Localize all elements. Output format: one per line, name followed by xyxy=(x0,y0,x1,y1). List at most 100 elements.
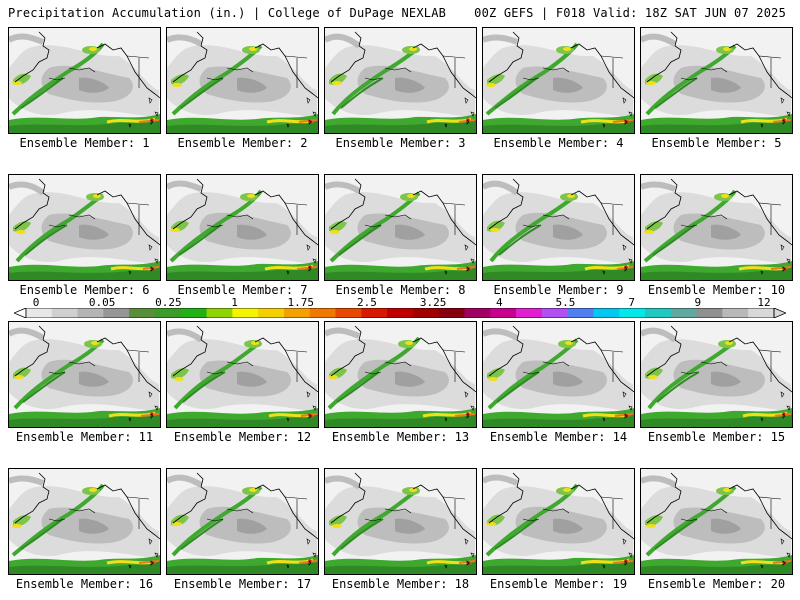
precip-map-frame xyxy=(8,27,161,134)
colorbar-swatch xyxy=(361,308,388,318)
precip-map xyxy=(325,469,476,574)
precip-map xyxy=(9,28,160,133)
precip-map-frame xyxy=(640,468,793,575)
colorbar-labels: 0 0.05 0.25 1 1.75 2.5 3.25 4 5.5 7 9 12 xyxy=(0,296,800,309)
precip-map xyxy=(9,469,160,574)
precip-map-frame xyxy=(8,468,161,575)
ensemble-member-caption: Ensemble Member: 2 xyxy=(177,136,308,150)
precip-map xyxy=(483,469,634,574)
precip-map-frame xyxy=(166,174,319,281)
colorbar-swatch xyxy=(77,308,104,318)
colorbar: 0 0.05 0.25 1 1.75 2.5 3.25 4 5.5 7 9 12 xyxy=(0,296,800,320)
ensemble-member-caption: Ensemble Member: 6 xyxy=(19,283,150,297)
ensemble-member-caption: Ensemble Member: 14 xyxy=(489,430,628,444)
colorbar-swatch xyxy=(670,308,698,318)
precip-map xyxy=(9,175,160,280)
colorbar-swatch xyxy=(516,308,543,318)
ensemble-member-caption: Ensemble Member: 1 xyxy=(19,136,150,150)
colorbar-max-arrow xyxy=(773,308,786,318)
colorbar-swatch xyxy=(438,308,465,318)
colorbar-swatch xyxy=(567,308,594,318)
precip-map-frame xyxy=(640,321,793,428)
ensemble-member-caption: Ensemble Member: 5 xyxy=(651,136,782,150)
colorbar-swatch xyxy=(206,308,233,318)
colorbar-tick-label: 5.5 xyxy=(555,296,576,309)
precip-map-frame xyxy=(482,468,635,575)
colorbar-tick-label: 9 xyxy=(694,296,702,309)
precip-map xyxy=(483,28,634,133)
colorbar-tick-label: 3.25 xyxy=(419,296,447,309)
ensemble-member-caption: Ensemble Member: 11 xyxy=(15,430,154,444)
colorbar-swatch xyxy=(258,308,285,318)
colorbar-tick-label: 12 xyxy=(757,296,771,309)
colorbar-swatch xyxy=(541,308,569,318)
colorbar-swatch xyxy=(232,308,259,318)
precip-map xyxy=(641,469,792,574)
precip-map xyxy=(483,322,634,427)
ensemble-member-caption: Ensemble Member: 17 xyxy=(173,577,312,591)
colorbar-swatch xyxy=(335,308,362,318)
valid-time-title: 00Z GEFS | F018 Valid: 18Z SAT JUN 07 20… xyxy=(474,6,786,20)
precip-map xyxy=(641,28,792,133)
ensemble-member-caption: Ensemble Member: 10 xyxy=(647,283,786,297)
colorbar-tick-label: 1.75 xyxy=(287,296,314,309)
colorbar-scale xyxy=(14,308,786,318)
product-title: Precipitation Accumulation (in.) | Colle… xyxy=(8,6,447,20)
colorbar-min-arrow xyxy=(14,308,27,318)
precip-map xyxy=(483,175,634,280)
precip-map-frame xyxy=(8,321,161,428)
precip-map xyxy=(167,322,318,427)
precip-map-frame xyxy=(324,468,477,575)
colorbar-swatch xyxy=(696,308,723,318)
colorbar-swatch xyxy=(722,308,749,318)
precip-map-frame xyxy=(324,27,477,134)
precip-map-frame xyxy=(166,27,319,134)
colorbar-swatch xyxy=(645,308,672,318)
precip-map xyxy=(641,175,792,280)
colorbar-tick-label: 0.05 xyxy=(88,296,116,309)
colorbar-swatch xyxy=(464,308,491,318)
ensemble-member-caption: Ensemble Member: 4 xyxy=(493,136,624,150)
colorbar-swatch xyxy=(387,308,414,318)
ensemble-member-caption: Ensemble Member: 13 xyxy=(331,430,470,444)
ensemble-member-caption: Ensemble Member: 7 xyxy=(177,283,308,297)
colorbar-tick-label: 1 xyxy=(231,296,238,309)
colorbar-swatch xyxy=(129,308,156,318)
precip-map xyxy=(325,175,476,280)
precip-map-frame xyxy=(640,174,793,281)
colorbar-tick-label: 7 xyxy=(628,296,635,309)
ensemble-member-caption: Ensemble Member: 12 xyxy=(173,430,312,444)
colorbar-swatch xyxy=(593,308,620,318)
ensemble-member-caption: Ensemble Member: 19 xyxy=(489,577,628,591)
precip-map-frame xyxy=(482,321,635,428)
ensemble-member-caption: Ensemble Member: 8 xyxy=(335,283,466,297)
precip-map xyxy=(167,28,318,133)
precip-map xyxy=(325,322,476,427)
ensemble-member-caption: Ensemble Member: 16 xyxy=(15,577,154,591)
precip-map-frame xyxy=(324,174,477,281)
ensemble-member-caption: Ensemble Member: 18 xyxy=(331,577,470,591)
ensemble-member-caption: Ensemble Member: 20 xyxy=(647,577,786,591)
colorbar-swatch xyxy=(490,308,517,318)
precip-map-frame xyxy=(324,321,477,428)
precip-map xyxy=(167,175,318,280)
precip-map-frame xyxy=(166,321,319,428)
header: Precipitation Accumulation (in.) | Colle… xyxy=(0,0,800,24)
colorbar-outline xyxy=(25,308,775,318)
colorbar-swatch xyxy=(180,308,208,318)
precip-map-frame xyxy=(640,27,793,134)
colorbar-swatch xyxy=(619,308,646,318)
colorbar-tick-label: 4 xyxy=(495,296,503,309)
colorbar-swatch xyxy=(748,308,775,318)
precip-map xyxy=(167,469,318,574)
precip-map-frame xyxy=(482,174,635,281)
ensemble-member-caption: Ensemble Member: 3 xyxy=(335,136,466,150)
precip-map xyxy=(325,28,476,133)
colorbar-swatch xyxy=(51,308,79,318)
ensemble-member-caption: Ensemble Member: 9 xyxy=(493,283,624,297)
colorbar-swatch xyxy=(154,308,182,318)
colorbar-swatch xyxy=(283,308,311,318)
ensemble-member-caption: Ensemble Member: 15 xyxy=(647,430,786,444)
colorbar-tick-label: 2.5 xyxy=(356,296,377,309)
colorbar-swatch xyxy=(103,308,130,318)
